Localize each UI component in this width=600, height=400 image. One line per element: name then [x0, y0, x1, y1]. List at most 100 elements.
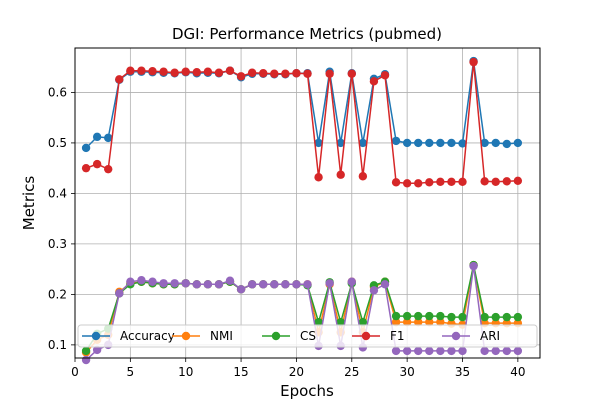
y-tick-label: 0.1: [48, 338, 67, 352]
data-point-ari: [380, 280, 390, 289]
data-point-cs: [358, 317, 368, 327]
data-point-f1: [513, 176, 523, 185]
data-point-cs: [402, 311, 412, 321]
data-point-f1: [358, 172, 368, 181]
y-tick-label: 0.4: [48, 186, 67, 200]
data-point-accuracy: [458, 139, 467, 148]
data-point-f1: [270, 69, 279, 78]
legend-entry-ari: ARI: [442, 329, 500, 343]
data-point-f1: [192, 68, 201, 77]
data-point-ari: [270, 280, 279, 289]
legend-entry-f1: F1: [352, 329, 405, 343]
x-tick-label: 20: [289, 365, 304, 379]
chart-title: DGI: Performance Metrics (pubmed): [172, 25, 442, 43]
data-point-ari: [325, 279, 334, 288]
series-ari: [81, 261, 523, 365]
y-axis-label: Metrics: [20, 176, 38, 231]
data-point-ari: [447, 346, 456, 356]
data-point-ari: [502, 346, 511, 356]
data-point-ari: [92, 345, 102, 355]
data-point-accuracy: [358, 138, 368, 148]
x-tick-label: 10: [178, 365, 193, 379]
data-point-accuracy: [513, 138, 523, 148]
x-axis-label: Epochs: [280, 382, 334, 400]
data-point-f1: [203, 67, 213, 76]
data-point-ari: [81, 355, 91, 365]
data-point-f1: [214, 68, 224, 77]
data-point-nmi: [391, 317, 401, 327]
data-point-accuracy: [425, 138, 434, 148]
legend-entry-nmi: NMI: [172, 329, 233, 343]
data-point-ari: [236, 285, 246, 294]
data-point-accuracy: [436, 138, 445, 148]
x-tick-label: 35: [455, 365, 470, 379]
legend-swatch-marker: [91, 331, 101, 341]
y-tick-label: 0.6: [48, 85, 67, 99]
data-point-ari: [203, 280, 213, 289]
data-point-ari: [126, 277, 135, 286]
legend: Accuracy NMI CS F1 ARI: [77, 324, 538, 348]
data-point-ari: [469, 261, 478, 271]
data-point-f1: [491, 177, 500, 186]
series-lines: [81, 56, 523, 365]
y-tick-label: 0.2: [48, 287, 67, 301]
legend-swatch-marker: [451, 331, 461, 341]
data-point-accuracy: [414, 138, 423, 148]
data-point-ari: [214, 280, 224, 289]
data-point-ari: [491, 346, 500, 356]
legend-swatch-marker: [361, 331, 371, 341]
data-point-ari: [414, 346, 423, 356]
data-point-f1: [303, 69, 312, 78]
legend-label: Accuracy: [120, 329, 175, 343]
data-point-f1: [436, 177, 445, 186]
x-axis: 0 5 10 15 20 25 30 35 40: [71, 358, 525, 379]
data-point-ari: [303, 280, 312, 289]
data-point-accuracy: [391, 136, 401, 146]
y-tick-label: 0.3: [48, 237, 67, 251]
data-point-cs: [480, 312, 489, 322]
data-point-cs: [81, 346, 91, 356]
data-point-f1: [148, 67, 157, 76]
data-point-ari: [292, 280, 301, 289]
data-point-ari: [225, 276, 235, 285]
data-point-f1: [480, 177, 489, 186]
data-point-ari: [259, 280, 268, 289]
x-tick-label: 25: [344, 365, 359, 379]
data-point-ari: [148, 277, 157, 286]
data-point-cs: [436, 311, 445, 321]
data-point-cs: [502, 312, 511, 322]
data-point-f1: [336, 170, 345, 179]
x-tick-label: 0: [71, 365, 79, 379]
data-point-f1: [81, 163, 91, 173]
data-point-cs: [391, 311, 401, 321]
data-point-cs: [336, 317, 345, 327]
series-line-f1: [85, 62, 518, 185]
data-point-f1: [502, 177, 511, 186]
data-point-f1: [159, 67, 168, 76]
data-point-f1: [325, 69, 334, 78]
legend-entry-cs: CS: [262, 329, 316, 343]
data-point-f1: [469, 57, 478, 67]
data-point-f1: [236, 72, 246, 81]
data-point-ari: [170, 279, 179, 288]
data-point-ari: [480, 346, 489, 356]
series-line-ari: [85, 266, 518, 361]
data-point-accuracy: [81, 143, 91, 153]
data-point-accuracy: [447, 138, 456, 148]
data-point-f1: [425, 178, 434, 187]
x-tick-label: 30: [400, 365, 415, 379]
data-point-f1: [126, 66, 135, 75]
data-point-f1: [247, 68, 257, 77]
data-point-f1: [369, 77, 379, 86]
data-point-cs: [414, 311, 423, 321]
data-point-f1: [225, 66, 235, 75]
data-point-cs: [425, 311, 434, 321]
data-point-f1: [259, 69, 268, 78]
data-point-ari: [425, 346, 434, 356]
data-point-f1: [414, 179, 423, 188]
data-point-accuracy: [480, 138, 489, 148]
data-point-ari: [458, 346, 467, 356]
plot-frame: [74, 47, 541, 359]
legend-label: F1: [390, 329, 405, 343]
